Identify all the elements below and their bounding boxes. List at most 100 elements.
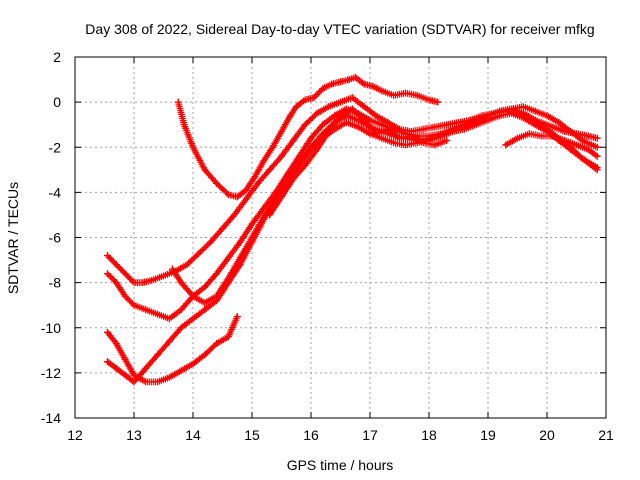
data-point (331, 112, 338, 120)
data-point (166, 315, 173, 323)
y-tick-label: 2 (53, 49, 61, 65)
data-point (289, 137, 297, 144)
data-point (278, 193, 285, 201)
data-point (260, 216, 268, 223)
data-point (543, 112, 551, 120)
data-point (584, 146, 592, 153)
data-point (213, 340, 220, 347)
data-point (248, 220, 256, 228)
data-point (378, 121, 386, 129)
data-point (112, 279, 120, 287)
data-point (413, 91, 421, 99)
data-point (437, 132, 445, 140)
data-point (183, 261, 191, 268)
data-point (112, 340, 120, 347)
data-point (472, 121, 480, 129)
data-point (484, 116, 492, 124)
data-point (402, 89, 409, 97)
data-point (407, 132, 415, 140)
data-point (112, 364, 120, 372)
data-point (201, 299, 209, 307)
x-tick-label: 15 (244, 427, 260, 443)
data-point (384, 125, 392, 133)
data-point (313, 110, 321, 117)
data-point (307, 146, 315, 153)
data-point (189, 292, 197, 300)
data-point (390, 139, 397, 147)
x-tick-label: 13 (126, 427, 142, 443)
x-tick-label: 17 (362, 427, 378, 443)
data-point (142, 378, 150, 386)
series-track-e (104, 110, 601, 386)
data-point (593, 134, 601, 142)
data-point (325, 128, 333, 135)
data-point (348, 94, 356, 102)
data-point (378, 87, 386, 95)
x-tick-label: 18 (421, 427, 437, 443)
data-point (130, 279, 138, 287)
x-tick-label: 16 (303, 427, 319, 443)
data-point (251, 173, 259, 180)
data-point (248, 238, 256, 246)
data-point (514, 134, 521, 142)
data-point (292, 103, 300, 111)
data-point (207, 238, 215, 246)
y-tick-label: -14 (41, 410, 61, 426)
y-tick-label: -2 (49, 139, 62, 155)
data-point (520, 103, 527, 111)
data-point (289, 175, 297, 183)
data-point (343, 119, 350, 126)
data-point (301, 121, 309, 129)
data-point (154, 378, 161, 386)
data-points (104, 73, 601, 386)
data-point (531, 121, 539, 129)
data-point (286, 112, 294, 120)
data-point (121, 292, 129, 300)
data-point (177, 367, 185, 375)
data-point (449, 128, 456, 135)
data-point (230, 211, 238, 219)
series-track-a (174, 73, 442, 201)
data-point (168, 265, 176, 273)
data-point (189, 360, 197, 368)
data-point (307, 134, 315, 142)
data-point (313, 146, 321, 153)
data-point (431, 123, 439, 131)
data-point (130, 378, 138, 386)
data-point (121, 371, 129, 379)
data-point (372, 112, 380, 120)
data-point (201, 166, 209, 174)
data-point (278, 128, 285, 135)
y-tick-label: -12 (41, 365, 61, 381)
x-tick-label: 20 (539, 427, 555, 443)
data-point (201, 283, 209, 291)
data-point (579, 155, 586, 162)
data-point (496, 112, 504, 120)
data-point (520, 114, 527, 122)
data-point (431, 141, 439, 149)
data-point (372, 130, 380, 138)
data-point (195, 249, 203, 257)
data-point (177, 306, 185, 314)
data-point (121, 355, 129, 363)
data-point (537, 132, 545, 140)
data-point (236, 238, 244, 246)
data-point (419, 125, 427, 133)
x-tick-label: 14 (185, 427, 201, 443)
x-axis-label: GPS time / hours (287, 457, 394, 473)
data-point (213, 270, 220, 277)
data-point (508, 110, 515, 117)
data-point (233, 193, 241, 201)
data-point (328, 80, 336, 88)
data-point (366, 130, 374, 138)
y-tick-label: -6 (49, 230, 62, 246)
y-tick-label: -8 (49, 275, 62, 291)
data-point (337, 78, 344, 86)
data-point (354, 123, 362, 131)
data-point (139, 279, 147, 287)
data-point (254, 179, 262, 187)
data-point (269, 143, 277, 151)
data-point (555, 119, 563, 126)
data-point (174, 98, 182, 106)
